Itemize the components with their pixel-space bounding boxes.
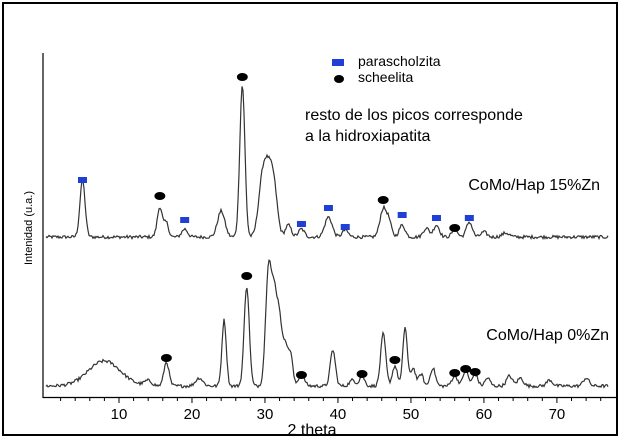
scheelita-marker	[377, 196, 389, 204]
series-line-15zn	[45, 86, 609, 241]
annotation-line-1: resto de los picos corresponde	[305, 107, 523, 124]
series-label-0zn: CoMo/Hap 0%Zn	[486, 327, 609, 344]
x-tick-label: 10	[111, 406, 128, 423]
scheelita-marker	[460, 365, 472, 373]
x-axis-label: 2 theta	[288, 422, 337, 439]
x-ticks	[60, 397, 602, 403]
x-tick-labels: 10 20 30 40 50 60 70	[111, 406, 566, 423]
legend-square-icon	[332, 59, 344, 66]
parascholzita-marker	[397, 212, 407, 218]
parascholzita-marker	[323, 205, 333, 211]
scheelita-marker	[356, 370, 368, 378]
legend-label-scheelita: scheelita	[358, 69, 413, 85]
scheelita-marker	[295, 371, 307, 379]
x-tick-label: 70	[549, 406, 566, 423]
x-tick-label: 30	[257, 406, 274, 423]
scheelita-marker	[236, 73, 248, 81]
x-tick-label: 50	[403, 406, 420, 423]
scheelita-marker	[449, 224, 461, 232]
scheelita-marker	[160, 354, 172, 362]
annotation-line-2: a la hidroxiapatita	[305, 128, 431, 145]
legend: parascholzita scheelita	[332, 53, 441, 85]
parascholzita-marker	[464, 215, 474, 221]
y-axis-label: Intenidad (u.a.)	[23, 191, 35, 265]
parascholzita-marker	[296, 221, 306, 227]
x-tick-label: 20	[184, 406, 201, 423]
scheelita-marker	[389, 356, 401, 364]
scheelita-marker	[469, 368, 481, 376]
series-line-0zn	[45, 259, 609, 390]
scheelita-marker	[449, 369, 461, 377]
peak-markers	[77, 73, 481, 379]
scheelita-marker	[154, 192, 166, 200]
parascholzita-marker	[180, 217, 190, 223]
scheelita-marker	[241, 272, 253, 280]
parascholzita-marker	[77, 177, 87, 183]
x-tick-label: 60	[476, 406, 493, 423]
parascholzita-marker	[340, 224, 350, 230]
x-tick-label: 40	[330, 406, 347, 423]
legend-label-parascholzita: parascholzita	[358, 53, 441, 69]
legend-ellipse-icon	[334, 75, 344, 83]
parascholzita-marker	[431, 215, 441, 221]
series-label-15zn: CoMo/Hap 15%Zn	[468, 177, 600, 194]
